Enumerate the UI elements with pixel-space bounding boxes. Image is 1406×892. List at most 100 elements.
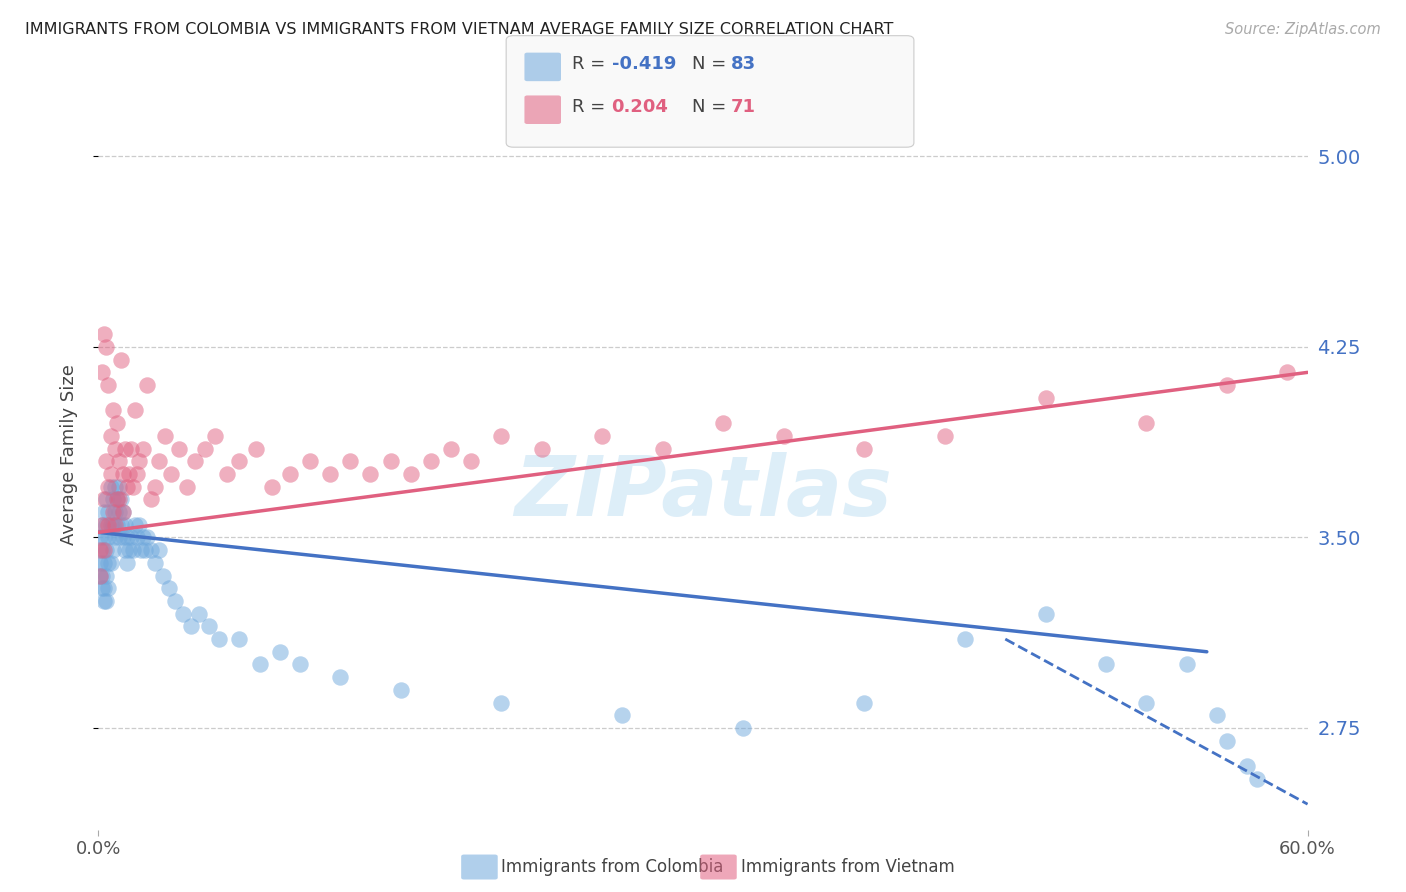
Text: Source: ZipAtlas.com: Source: ZipAtlas.com xyxy=(1225,22,1381,37)
Text: N =: N = xyxy=(692,55,731,73)
Point xyxy=(148,454,170,468)
Point xyxy=(105,492,128,507)
Point xyxy=(176,480,198,494)
Point xyxy=(319,467,342,481)
Point xyxy=(97,581,120,595)
Point xyxy=(1175,657,1198,672)
Point xyxy=(125,467,148,481)
Point xyxy=(135,531,157,545)
Point xyxy=(591,429,613,443)
Point xyxy=(1236,759,1258,773)
Point xyxy=(278,467,301,481)
Text: 83: 83 xyxy=(731,55,756,73)
Point xyxy=(89,531,111,545)
Point xyxy=(96,594,118,608)
Point xyxy=(121,543,143,558)
Point xyxy=(269,645,291,659)
Text: Immigrants from Vietnam: Immigrants from Vietnam xyxy=(741,858,955,876)
Point xyxy=(107,480,129,494)
Point xyxy=(260,480,283,494)
Point xyxy=(163,594,186,608)
Point xyxy=(101,403,124,417)
Point xyxy=(245,442,267,456)
Point xyxy=(121,480,143,494)
Point xyxy=(953,632,976,646)
Point xyxy=(103,505,125,519)
Point xyxy=(124,517,146,532)
Point xyxy=(153,429,176,443)
Point xyxy=(114,543,136,558)
Point xyxy=(339,454,361,468)
Point xyxy=(115,556,138,570)
Point xyxy=(103,480,125,494)
Point xyxy=(420,454,443,468)
Point xyxy=(96,517,118,532)
Point xyxy=(440,442,463,456)
Point xyxy=(1095,657,1118,672)
Point xyxy=(711,416,734,430)
Text: R =: R = xyxy=(572,98,612,116)
Point xyxy=(97,556,120,570)
Point xyxy=(114,517,136,532)
Point xyxy=(1035,391,1057,405)
Point xyxy=(184,454,207,468)
Point xyxy=(157,581,180,595)
Point xyxy=(107,454,129,468)
Point xyxy=(115,531,138,545)
Point xyxy=(100,480,122,494)
Text: Immigrants from Colombia: Immigrants from Colombia xyxy=(501,858,723,876)
Point xyxy=(188,607,211,621)
Point xyxy=(93,581,115,595)
Point xyxy=(299,454,322,468)
Point xyxy=(1246,772,1268,786)
Point xyxy=(110,352,132,367)
Point xyxy=(132,442,155,456)
Point xyxy=(96,543,118,558)
Point xyxy=(389,682,412,697)
Point xyxy=(132,531,155,545)
Point xyxy=(101,492,124,507)
Point xyxy=(96,454,118,468)
Point xyxy=(101,505,124,519)
Point xyxy=(651,442,673,456)
Point xyxy=(107,492,129,507)
Point xyxy=(853,696,876,710)
Point xyxy=(100,429,122,443)
Point xyxy=(853,442,876,456)
Point xyxy=(110,492,132,507)
Point xyxy=(491,696,513,710)
Point xyxy=(128,454,150,468)
Text: -0.419: -0.419 xyxy=(612,55,676,73)
Point xyxy=(228,454,250,468)
Point xyxy=(217,467,239,481)
Text: 71: 71 xyxy=(731,98,756,116)
Point xyxy=(143,556,166,570)
Point xyxy=(124,403,146,417)
Point xyxy=(167,442,190,456)
Point xyxy=(228,632,250,646)
Point xyxy=(249,657,271,672)
Point xyxy=(97,505,120,519)
Point xyxy=(152,568,174,582)
Point xyxy=(172,607,194,621)
Point xyxy=(120,442,142,456)
Point xyxy=(89,568,111,582)
Point xyxy=(120,531,142,545)
Point xyxy=(1135,696,1157,710)
Point xyxy=(96,340,118,354)
Text: ZIPatlas: ZIPatlas xyxy=(515,452,891,533)
Text: N =: N = xyxy=(692,98,731,116)
Point xyxy=(93,531,115,545)
Point xyxy=(93,543,115,558)
Point xyxy=(115,480,138,494)
Point xyxy=(208,632,231,646)
Point xyxy=(194,442,217,456)
Point xyxy=(118,543,141,558)
Point xyxy=(105,416,128,430)
Point xyxy=(111,531,134,545)
Text: R =: R = xyxy=(572,55,612,73)
Point xyxy=(91,517,114,532)
Point xyxy=(89,568,111,582)
Point xyxy=(139,543,162,558)
Point xyxy=(1135,416,1157,430)
